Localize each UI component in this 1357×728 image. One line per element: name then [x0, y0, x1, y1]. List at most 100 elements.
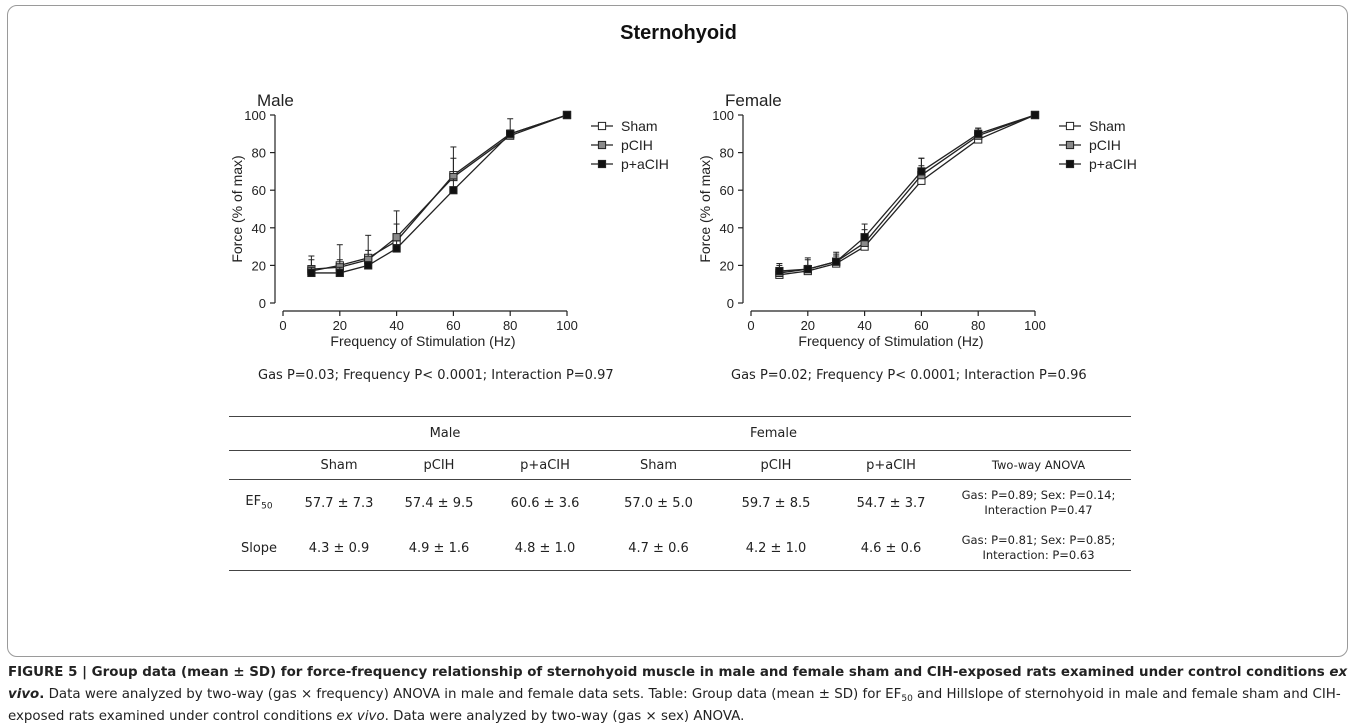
column-header: Sham: [601, 450, 716, 480]
table-cell: 60.6 ± 3.6: [510, 495, 580, 511]
column-header: p+aCIH: [836, 450, 946, 480]
data-point: [364, 261, 373, 270]
table-cell: 57.0 ± 5.0: [624, 495, 693, 511]
data-point: [506, 129, 515, 138]
data-point: [775, 266, 784, 276]
legend-label: pCIH: [621, 137, 653, 153]
table-row-slope: Slope 4.3 ± 0.9 4.9 ± 1.6 4.8 ± 1.0 4.7 …: [229, 526, 1131, 571]
data-point: [917, 167, 926, 176]
x-tick-label: 60: [446, 318, 460, 333]
x-tick-label: 40: [857, 318, 871, 333]
legend-label: p+aCIH: [1089, 156, 1137, 172]
anova-cell: Gas: P=0.89; Sex: P=0.14; Interaction P=0…: [961, 488, 1116, 517]
table-cell: 54.7 ± 3.7: [856, 495, 926, 511]
column-header: pCIH: [716, 450, 836, 480]
table-cell: 4.8 ± 1.0: [489, 526, 601, 571]
series-line: [311, 114, 568, 270]
y-tick-label: 60: [720, 183, 734, 198]
column-header: Sham: [289, 450, 389, 480]
x-tick-label: 0: [279, 318, 286, 333]
table-cell: 4.2 ± 1.0: [716, 526, 836, 571]
series-p+aCIH: [307, 110, 572, 278]
x-axis-label: Frequency of Stimulation (Hz): [798, 333, 983, 349]
legend-marker: [597, 159, 607, 169]
column-header: p+aCIH: [489, 450, 601, 480]
table-header-row: Sham pCIH p+aCIH Sham pCIH p+aCIH Two-wa…: [229, 450, 1131, 480]
legend-item: p+aCIH: [1059, 156, 1137, 172]
x-tick-label: 20: [801, 318, 815, 333]
legend-label: Sham: [1089, 118, 1126, 134]
column-header-anova: Two-way ANOVA: [946, 450, 1131, 480]
legend-item: pCIH: [1059, 137, 1121, 153]
series-line: [311, 114, 568, 274]
x-axis-label: Frequency of Stimulation (Hz): [330, 333, 515, 349]
group-female-label: Female: [601, 416, 946, 451]
table-cell: 59.7 ± 8.5: [741, 495, 811, 511]
chart-title: Female: [725, 91, 782, 110]
x-tick-label: 100: [1024, 318, 1046, 333]
female-force-frequency-chart: Female 0 20 40 60 80 100 0 20 40 60 80 100 Frequency …: [697, 91, 1137, 349]
legend-item: Sham: [591, 118, 658, 134]
table-cell: 4.6 ± 0.6: [836, 526, 946, 571]
male-force-frequency-chart: Male 0 20 40 60 80 100 0 20 40 60 80 100 Frequency of…: [229, 91, 669, 349]
y-tick-label: 0: [259, 296, 266, 311]
legend-marker: [1065, 159, 1075, 169]
figure-title: Sternohyoid: [620, 22, 737, 44]
series-line: [779, 114, 1036, 276]
series-line: [779, 114, 1036, 274]
x-tick-label: 80: [503, 318, 517, 333]
ef50-slope-table: Male Female Sham pCIH p+aCIH Sham pCIH p…: [229, 416, 1131, 571]
legend-marker: [1065, 140, 1075, 150]
x-tick-label: 100: [556, 318, 578, 333]
x-tick-label: 60: [914, 318, 928, 333]
x-tick-label: 40: [389, 318, 403, 333]
legend-label: p+aCIH: [621, 156, 669, 172]
legend-marker: [597, 140, 607, 150]
y-tick-label: 100: [244, 108, 266, 123]
legend-marker: [1065, 121, 1075, 131]
data-point: [392, 244, 401, 253]
row-label: Slope: [229, 526, 289, 571]
male-stats-text: Gas P=0.03; Frequency P< 0.0001; Interac…: [258, 368, 614, 383]
data-point: [449, 186, 458, 195]
column-header: pCIH: [389, 450, 489, 480]
data-point: [832, 257, 841, 266]
figure-caption: FIGURE 5 | Group data (mean ± SD) for fo…: [8, 665, 1348, 724]
table-cell: 57.7 ± 7.3: [304, 495, 374, 511]
x-tick-label: 0: [747, 318, 754, 333]
data-point: [335, 268, 344, 278]
y-axis-label: Force (% of max): [697, 155, 713, 262]
caption-title: Group data (mean ± SD) for force-frequen…: [91, 665, 1330, 680]
table-cell: 57.4 ± 9.5: [404, 495, 474, 511]
legend-marker: [597, 121, 607, 131]
data-point: [562, 110, 572, 120]
group-male-label: Male: [289, 416, 601, 451]
legend-item: Sham: [1059, 118, 1126, 134]
legend-item: p+aCIH: [591, 156, 669, 172]
y-tick-label: 40: [720, 221, 734, 236]
table-row-ef50: EF50 57.7 ± 7.3 57.4 ± 9.5 60.6 ± 3.6 57…: [229, 480, 1131, 527]
y-tick-label: 0: [727, 296, 734, 311]
data-point: [803, 265, 812, 274]
y-tick-label: 80: [252, 146, 266, 161]
table-cell: 4.7 ± 0.6: [601, 526, 716, 571]
figure-panel: [7, 5, 1348, 657]
data-point: [1030, 110, 1040, 120]
legend-item: pCIH: [591, 137, 653, 153]
data-point: [392, 233, 401, 242]
y-tick-label: 100: [712, 108, 734, 123]
legend-label: Sham: [621, 118, 658, 134]
table-cell: 4.3 ± 0.9: [289, 526, 389, 571]
y-tick-label: 80: [720, 146, 734, 161]
series-pCIH: [775, 110, 1040, 278]
data-point: [860, 233, 869, 242]
female-stats-text: Gas P=0.02; Frequency P< 0.0001; Interac…: [731, 368, 1087, 383]
series-p+aCIH: [775, 110, 1040, 276]
data-point: [974, 129, 983, 138]
row-label: EF50: [245, 494, 273, 512]
x-tick-label: 80: [971, 318, 985, 333]
series-pCIH: [307, 110, 572, 274]
legend-label: pCIH: [1089, 137, 1121, 153]
data-point: [307, 268, 316, 278]
chart-title: Male: [257, 91, 294, 110]
